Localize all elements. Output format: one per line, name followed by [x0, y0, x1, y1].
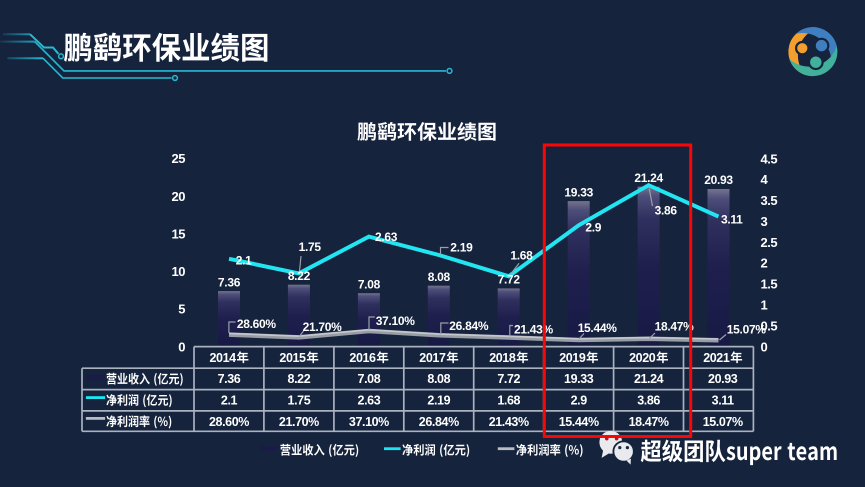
svg-text:0: 0	[761, 339, 768, 354]
svg-text:1.75: 1.75	[299, 240, 322, 254]
svg-text:4.5: 4.5	[761, 151, 778, 166]
svg-text:2019: 2019	[559, 351, 586, 365]
svg-text:21.24: 21.24	[634, 171, 663, 185]
svg-text:1: 1	[761, 298, 768, 313]
svg-text:19.33: 19.33	[564, 372, 594, 386]
svg-text:21.70%: 21.70%	[303, 320, 343, 334]
svg-text:15.44%: 15.44%	[559, 415, 599, 429]
svg-text:18.47%: 18.47%	[629, 415, 669, 429]
svg-text:7.36: 7.36	[218, 372, 241, 386]
svg-text:20.93: 20.93	[708, 372, 738, 386]
svg-text:37.10%: 37.10%	[349, 415, 389, 429]
svg-text:7.08: 7.08	[358, 277, 381, 291]
svg-text:3.86: 3.86	[637, 394, 660, 408]
svg-text:1.68: 1.68	[497, 394, 520, 408]
svg-text:2.63: 2.63	[358, 394, 381, 408]
svg-text:2018: 2018	[489, 351, 516, 365]
svg-text:2020: 2020	[629, 351, 656, 365]
svg-text:8.08: 8.08	[428, 270, 451, 284]
svg-text:2.1: 2.1	[236, 254, 252, 268]
svg-text:26.84%: 26.84%	[449, 319, 489, 333]
svg-text:20.93: 20.93	[704, 173, 733, 187]
svg-text:7.72: 7.72	[497, 372, 520, 386]
svg-text:2.19: 2.19	[427, 394, 450, 408]
svg-text:15: 15	[172, 227, 186, 242]
svg-text:3.5: 3.5	[761, 193, 778, 208]
svg-text:2.9: 2.9	[585, 221, 601, 235]
svg-text:2015: 2015	[279, 351, 306, 365]
svg-text:3.11: 3.11	[721, 213, 743, 227]
svg-text:1.5: 1.5	[761, 277, 778, 292]
svg-text:8.22: 8.22	[288, 269, 311, 283]
svg-text:3.86: 3.86	[655, 204, 678, 218]
svg-text:21.70%: 21.70%	[279, 415, 319, 429]
svg-text:7.72: 7.72	[498, 273, 521, 287]
svg-text:2021: 2021	[703, 351, 730, 365]
svg-text:28.60%: 28.60%	[237, 317, 277, 331]
svg-text:10: 10	[172, 264, 186, 279]
svg-text:18.47%: 18.47%	[655, 320, 695, 334]
svg-text:7.08: 7.08	[358, 372, 381, 386]
svg-text:8.08: 8.08	[427, 372, 450, 386]
svg-text:21.43%: 21.43%	[489, 415, 529, 429]
svg-text:15.07%: 15.07%	[727, 323, 767, 337]
svg-text:26.84%: 26.84%	[419, 415, 459, 429]
svg-text:21.24: 21.24	[634, 372, 664, 386]
svg-text:37.10%: 37.10%	[376, 314, 416, 328]
svg-text:2016: 2016	[349, 351, 376, 365]
svg-text:0.5: 0.5	[761, 318, 778, 333]
svg-text:21.43%: 21.43%	[514, 323, 554, 337]
svg-text:2.9: 2.9	[571, 394, 588, 408]
svg-text:7.36: 7.36	[218, 275, 241, 289]
svg-text:28.60%: 28.60%	[209, 415, 249, 429]
svg-text:3.11: 3.11	[712, 394, 734, 408]
svg-text:5: 5	[178, 302, 185, 317]
svg-text:8.22: 8.22	[288, 372, 311, 386]
svg-text:15.44%: 15.44%	[578, 321, 618, 335]
svg-text:2.19: 2.19	[450, 241, 473, 255]
svg-text:3: 3	[761, 214, 768, 229]
svg-text:2017: 2017	[419, 351, 446, 365]
svg-text:2: 2	[761, 256, 768, 271]
svg-text:2.63: 2.63	[375, 230, 398, 244]
svg-text:15.07%: 15.07%	[703, 415, 743, 429]
svg-text:2.1: 2.1	[221, 394, 238, 408]
svg-text:0: 0	[178, 339, 185, 354]
svg-text:1.68: 1.68	[510, 249, 533, 263]
svg-text:19.33: 19.33	[564, 185, 593, 199]
svg-text:20: 20	[172, 189, 186, 204]
svg-text:25: 25	[172, 151, 186, 166]
svg-text:2.5: 2.5	[761, 235, 778, 250]
svg-text:4: 4	[761, 172, 769, 187]
svg-text:2014: 2014	[210, 351, 237, 365]
svg-text:1.75: 1.75	[288, 394, 311, 408]
